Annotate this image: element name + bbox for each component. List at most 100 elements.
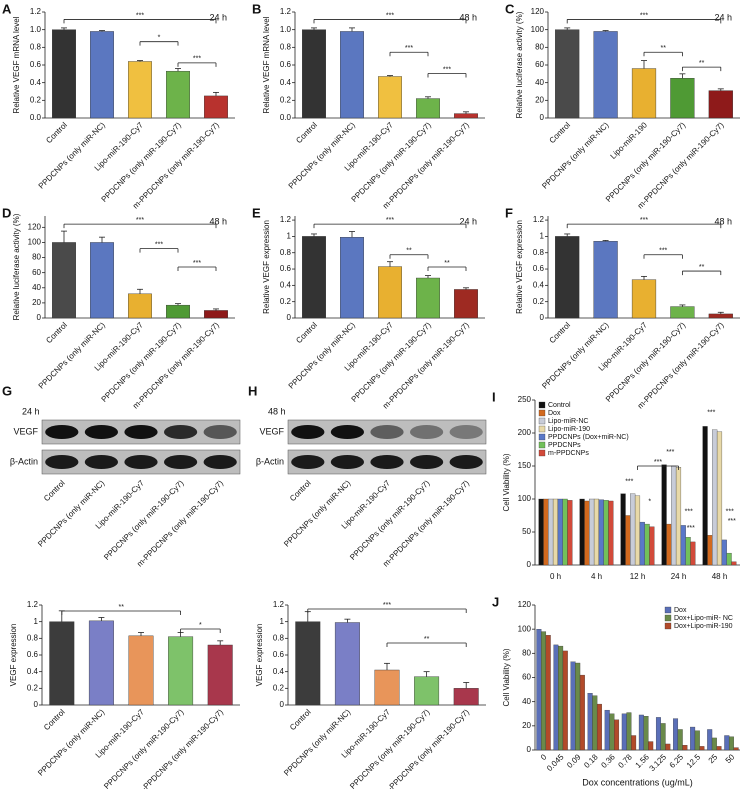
lane-label: Control bbox=[288, 478, 313, 503]
legend-swatch bbox=[664, 614, 672, 622]
bar bbox=[207, 644, 233, 706]
y-tick-label: 150 bbox=[518, 461, 532, 470]
significance: *** bbox=[685, 508, 693, 515]
significance: *** bbox=[155, 241, 163, 248]
bar bbox=[716, 746, 722, 751]
time-label: 48 h bbox=[209, 216, 227, 226]
bar bbox=[670, 306, 695, 319]
legend-swatch bbox=[538, 401, 546, 409]
panel-label: J bbox=[492, 594, 499, 609]
bar bbox=[295, 621, 321, 706]
bar bbox=[302, 29, 326, 119]
y-tick-label: 0.2 bbox=[280, 95, 292, 104]
blot-band bbox=[370, 455, 404, 469]
y-tick-label: 0.6 bbox=[273, 650, 285, 659]
x-tick-label: PPDCNPs (only miR-190-Cy7) bbox=[350, 120, 434, 204]
significance: *** bbox=[136, 12, 144, 19]
y-tick-label: 0 bbox=[540, 113, 545, 122]
significance: ** bbox=[118, 604, 124, 611]
bar bbox=[661, 464, 667, 566]
x-tick-label: PPDCNPs (only miR-190-Cy7) bbox=[348, 707, 432, 789]
y-tick-label: 0.4 bbox=[280, 280, 292, 289]
blot-band bbox=[370, 425, 404, 439]
y-tick-label: 0.4 bbox=[30, 78, 42, 87]
x-tick-label: Control bbox=[548, 320, 573, 345]
legend-label: Dox bbox=[674, 607, 687, 614]
x-tick-label: PPDCNPs (only miR-190-Cy7) bbox=[102, 707, 186, 789]
x-tick-label: Control bbox=[42, 707, 67, 732]
bar bbox=[166, 304, 190, 319]
significance: *** bbox=[726, 508, 734, 515]
significance: *** bbox=[654, 459, 662, 466]
y-tick-label: 0.2 bbox=[533, 297, 545, 306]
legend-label: Lipo-miR-190 bbox=[548, 426, 590, 433]
bar bbox=[378, 266, 402, 319]
bar bbox=[88, 620, 114, 706]
legend-swatch bbox=[538, 441, 546, 449]
bar bbox=[649, 526, 655, 566]
bar bbox=[52, 242, 76, 319]
bar bbox=[166, 70, 190, 119]
x-tick-label: 0.09 bbox=[565, 752, 583, 770]
y-tick-label: 100 bbox=[518, 494, 532, 503]
time-label: 24 h bbox=[22, 406, 40, 416]
bar bbox=[593, 31, 618, 119]
blot-band bbox=[330, 455, 365, 469]
bar bbox=[579, 674, 585, 751]
bar bbox=[708, 90, 733, 119]
bar bbox=[712, 429, 718, 566]
y-tick-label: 1.2 bbox=[280, 7, 292, 16]
y-tick-label: 80 bbox=[535, 42, 544, 51]
y-tick-label: 60 bbox=[522, 673, 531, 682]
bar bbox=[639, 521, 645, 566]
blot-band bbox=[409, 455, 444, 469]
y-tick-label: 0.2 bbox=[30, 95, 42, 104]
significance: *** bbox=[625, 479, 633, 486]
y-tick-label: 100 bbox=[28, 238, 42, 247]
bar bbox=[603, 500, 609, 566]
row-label: β-Actin bbox=[256, 456, 284, 466]
x-tick-label: 48 h bbox=[712, 572, 728, 581]
bar bbox=[673, 718, 679, 751]
legend-label: Dox bbox=[548, 410, 561, 417]
y-tick-label: 1.2 bbox=[533, 215, 545, 224]
x-tick-label: Control bbox=[294, 320, 319, 345]
bar bbox=[690, 541, 696, 566]
panel-label: F bbox=[505, 205, 513, 220]
x-tick-label: PPDCNPs (only miR-190-Cy7) bbox=[100, 320, 184, 404]
y-tick-label: 0.4 bbox=[273, 667, 285, 676]
panel-label: D bbox=[2, 205, 11, 220]
significance: ** bbox=[424, 636, 430, 643]
blot-band bbox=[291, 455, 325, 469]
bar bbox=[453, 688, 479, 706]
y-tick-label: 120 bbox=[518, 600, 532, 609]
x-tick-label: 4 h bbox=[591, 572, 602, 581]
bar bbox=[644, 523, 650, 566]
bar bbox=[204, 95, 228, 119]
bar bbox=[340, 31, 364, 119]
bar bbox=[575, 662, 581, 751]
y-axis-label: Relative VEGF mRNA level bbox=[262, 16, 271, 113]
bar bbox=[204, 310, 228, 319]
bar bbox=[589, 498, 595, 566]
bar bbox=[631, 68, 657, 119]
y-tick-label: 0.6 bbox=[533, 264, 545, 273]
bar bbox=[538, 498, 544, 566]
blot-band bbox=[449, 455, 483, 469]
bar bbox=[707, 729, 713, 751]
blot-band bbox=[291, 425, 325, 439]
y-tick-label: 1 bbox=[280, 617, 285, 626]
x-tick-label: Control bbox=[294, 120, 319, 145]
significance: *** bbox=[640, 217, 648, 224]
x-tick-label: 25 bbox=[707, 752, 720, 765]
bar bbox=[414, 676, 440, 706]
y-tick-label: 1.2 bbox=[27, 600, 39, 609]
bar bbox=[699, 746, 705, 751]
lane-label: PPDCNPs (only miR-190-Cy7) bbox=[348, 478, 432, 562]
y-tick-label: 0.8 bbox=[273, 633, 285, 642]
y-tick-label: 1 bbox=[287, 232, 292, 241]
y-axis-label: Relative VEGF expression bbox=[515, 220, 524, 314]
bar bbox=[128, 61, 152, 119]
bar bbox=[454, 113, 478, 119]
bar bbox=[690, 726, 696, 751]
